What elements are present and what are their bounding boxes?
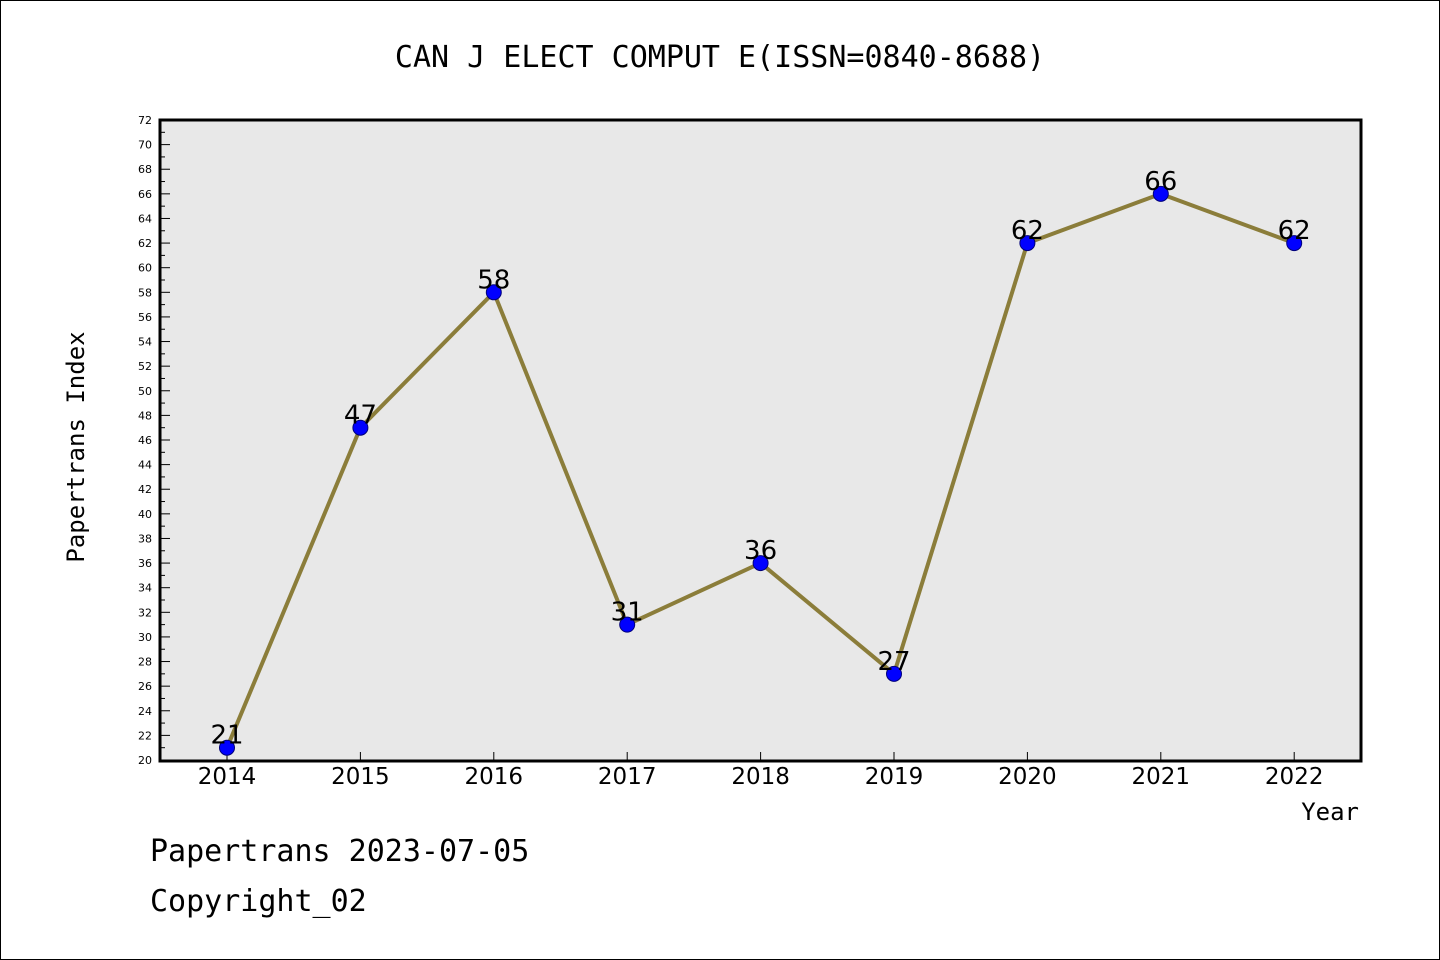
y-tick-label: 66 [138, 188, 152, 201]
data-label: 21 [210, 721, 243, 751]
y-tick-label: 24 [138, 705, 152, 718]
x-tick-label: 2014 [198, 764, 257, 790]
data-label: 58 [477, 265, 510, 295]
y-tick-label: 38 [138, 532, 152, 545]
y-tick-label: 34 [138, 582, 152, 595]
y-tick-label: 20 [138, 754, 152, 767]
y-tick-label: 40 [138, 508, 152, 521]
data-point [619, 616, 636, 633]
x-axis-title: Year [1301, 798, 1359, 826]
data-point [352, 419, 369, 436]
y-tick-label: 68 [138, 163, 152, 176]
y-tick-label: 70 [138, 139, 152, 152]
footer-copyright: Copyright_02 [150, 884, 367, 919]
x-tick-label: 2015 [331, 764, 390, 790]
y-tick-label: 60 [138, 262, 152, 275]
y-tick-label: 72 [138, 114, 152, 127]
data-point [752, 555, 769, 572]
data-point [886, 665, 902, 682]
footer-date: Papertrans 2023-07-05 [150, 834, 530, 869]
x-tick-label: 2021 [1132, 764, 1191, 790]
x-tick-label: 2020 [998, 764, 1057, 790]
y-tick-label: 50 [138, 385, 152, 398]
y-tick-label: 22 [138, 729, 152, 742]
y-tick-label: 28 [138, 656, 152, 669]
x-tick-label: 2017 [598, 764, 657, 790]
data-label: 27 [877, 647, 910, 677]
data-label: 66 [1144, 167, 1177, 197]
data-label: 36 [744, 536, 777, 566]
y-axis-title: Papertrans Index [62, 331, 90, 562]
y-tick-label: 52 [138, 360, 152, 373]
y-tick-label: 26 [138, 680, 152, 693]
y-tick-label: 36 [138, 557, 152, 570]
data-point [219, 739, 235, 756]
y-tick-label: 58 [138, 286, 152, 299]
data-labels: 21 47 58 31 36 27 62 66 62 [210, 167, 1310, 751]
y-tick-label: 46 [138, 434, 152, 447]
x-tick-label: 2019 [865, 764, 924, 790]
y-tick-label: 64 [138, 212, 152, 225]
data-label: 62 [1278, 216, 1311, 246]
data-point [1019, 235, 1036, 252]
y-tick-label: 56 [138, 311, 152, 324]
series-markers [219, 185, 1303, 756]
y-tick-label: 32 [138, 606, 152, 619]
data-label: 47 [344, 401, 377, 431]
y-tick-label: 44 [138, 459, 152, 472]
y-tick-label: 42 [138, 483, 152, 496]
data-point [1152, 185, 1169, 202]
y-tick-label: 54 [138, 336, 152, 349]
data-label: 62 [1011, 216, 1044, 246]
y-axis: 20 22 24 26 28 30 32 34 36 38 40 42 44 46 48 50 52 54 56 58… [138, 114, 170, 767]
chart-title: CAN J ELECT COMPUT E(ISSN=0840-8688) [395, 40, 1045, 75]
x-tick-label: 2018 [731, 764, 790, 790]
y-tick-label: 48 [138, 409, 152, 422]
x-tick-label: 2022 [1265, 764, 1324, 790]
x-axis: 2014 2015 2016 2017 2018 2019 2020 2021 2022 [198, 752, 1324, 790]
plot-area [158, 118, 1363, 763]
y-tick-label: 62 [138, 237, 152, 250]
y-tick-label: 30 [138, 631, 152, 644]
data-point [1286, 235, 1303, 252]
data-point [485, 284, 502, 301]
data-label: 31 [611, 598, 644, 628]
x-tick-label: 2016 [465, 764, 524, 790]
